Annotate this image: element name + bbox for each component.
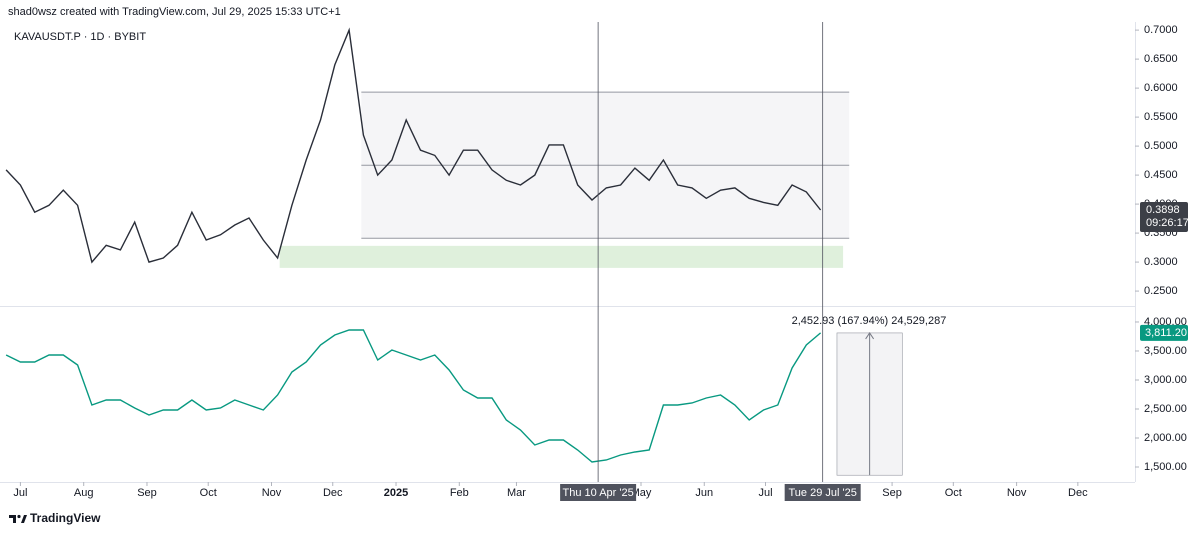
y-tick-label: 2,500.00 [1144, 403, 1187, 415]
measure-label: 2,452.93 (167.94%) 24,529,287 [792, 315, 947, 327]
x-tick-label: Aug [74, 487, 94, 499]
x-tick-label: Feb [450, 487, 469, 499]
x-tick-label: Nov [262, 487, 282, 499]
x-tick-label: Jun [695, 487, 713, 499]
y-tick-label: 0.3000 [1144, 256, 1178, 268]
x-tick-label: Jul [13, 487, 27, 499]
x-tick-label: Mar [507, 487, 526, 499]
crosshair-label-bg [560, 484, 637, 501]
footer: TradingView [30, 511, 101, 525]
crosshair-label: Tue 29 Jul '25 [788, 487, 856, 499]
y-tick-label: 3,000.00 [1144, 374, 1187, 386]
x-tick-label: Oct [945, 487, 962, 499]
symbol-title: KAVAUSDT.P · 1D · BYBIT [14, 31, 146, 43]
last-price-bg [1140, 324, 1188, 341]
last-price-label: 0.3898 [1146, 204, 1180, 216]
y-tick-label: 0.4500 [1144, 169, 1178, 181]
crosshair-label: Thu 10 Apr '25 [563, 487, 634, 499]
measure-arrow-head [865, 332, 875, 340]
y-tick-label: 0.5500 [1144, 111, 1178, 123]
last-price-label: 3,811.20 [1145, 327, 1187, 339]
logo [9, 514, 27, 523]
support-zone [279, 245, 844, 268]
y-tick-label: 1,500.00 [1144, 461, 1187, 473]
header: shad0wsz created with TradingView.com, J… [8, 6, 341, 18]
x-tick-label: Dec [323, 487, 343, 499]
y-tick-label: 0.2500 [1144, 285, 1178, 297]
y-tick-label: 0.5000 [1144, 140, 1178, 152]
y-tick-label: 0.6500 [1144, 53, 1178, 65]
y-tick-label: 2,000.00 [1144, 432, 1187, 444]
y-tick-label: 3,500.00 [1144, 345, 1187, 357]
x-tick-label: Sep [137, 487, 157, 499]
last-price-bg [1140, 202, 1188, 233]
x-tick-label: Sep [882, 487, 902, 499]
y-tick-label: 0.6000 [1144, 82, 1178, 94]
x-tick-label: 2025 [384, 487, 408, 499]
x-tick-label: Dec [1068, 487, 1088, 499]
countdown-label: 09:26:17 [1146, 217, 1189, 229]
price-line [5, 329, 822, 463]
x-tick-label: Jul [758, 487, 772, 499]
x-tick-label: Nov [1007, 487, 1027, 499]
y-tick-label: 0.7000 [1144, 24, 1178, 36]
crosshair-label-bg [784, 484, 861, 501]
price-line [5, 27, 822, 264]
x-tick-label: Oct [200, 487, 217, 499]
y-tick-label: 4,000.00 [1144, 316, 1187, 328]
